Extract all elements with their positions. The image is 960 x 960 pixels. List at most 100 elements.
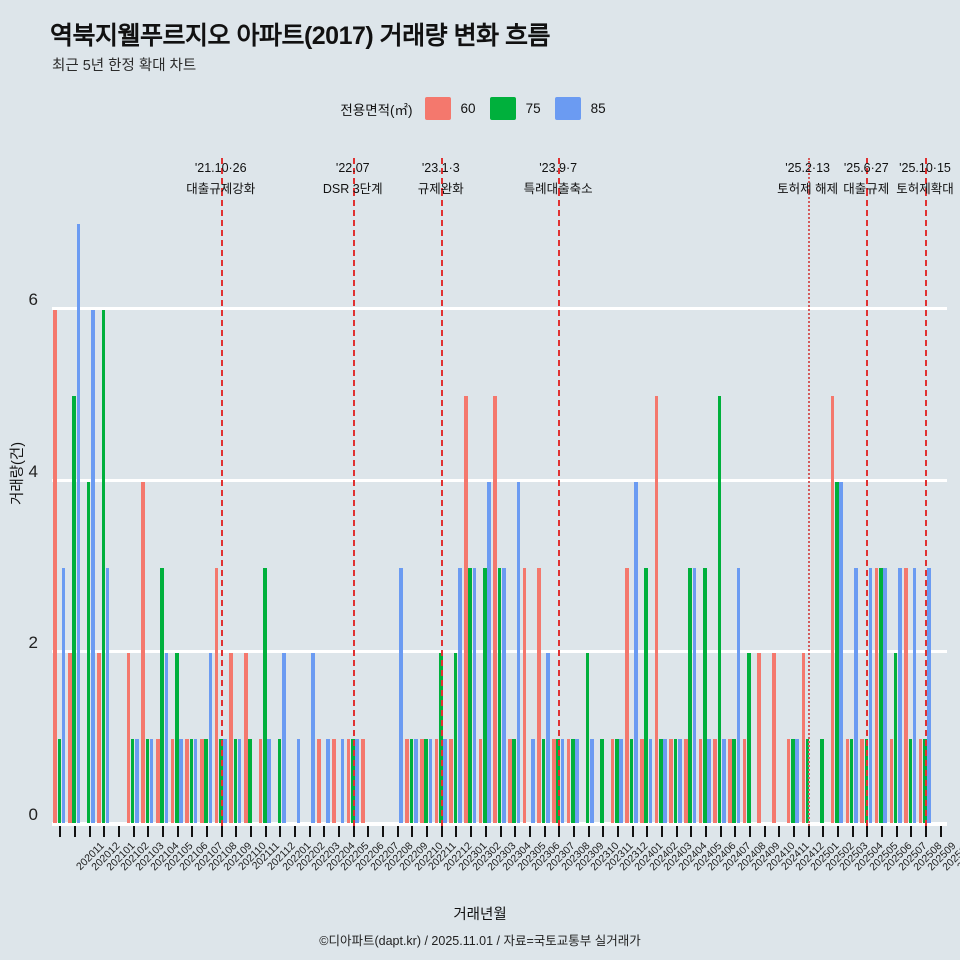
bar-60-202407[interactable] <box>698 739 703 825</box>
bar-75-202212[interactable] <box>424 739 428 825</box>
bar-60-202502[interactable] <box>801 653 806 825</box>
bar-75-202501[interactable] <box>791 739 795 825</box>
bar-85-202203[interactable] <box>296 739 301 825</box>
bar-60-202306[interactable] <box>508 739 512 825</box>
bar-75-202112[interactable] <box>248 739 252 825</box>
bar-85-202303[interactable] <box>472 567 477 825</box>
bar-85-202111[interactable] <box>237 739 242 825</box>
bar-75-202304[interactable] <box>483 567 487 825</box>
bar-60-202207[interactable] <box>346 739 351 825</box>
bar-75-202011[interactable] <box>57 739 62 825</box>
bar-85-202202[interactable] <box>281 653 286 825</box>
bar-60-202205[interactable] <box>317 739 321 825</box>
bar-85-202212[interactable] <box>428 739 433 825</box>
bar-85-202301[interactable] <box>443 739 447 825</box>
bar-85-202210[interactable] <box>399 567 403 825</box>
bar-75-202201[interactable] <box>262 567 267 825</box>
bar-75-202312[interactable] <box>600 739 604 825</box>
bar-75-202503[interactable] <box>820 739 825 825</box>
bar-85-202011[interactable] <box>61 567 66 825</box>
bar-60-202304[interactable] <box>478 739 483 825</box>
bar-60-202406[interactable] <box>684 739 688 825</box>
bar-85-202207[interactable] <box>355 739 359 825</box>
bar-60-202102[interactable] <box>97 653 101 825</box>
bar-75-202406[interactable] <box>688 567 693 825</box>
bar-75-202410[interactable] <box>747 653 751 825</box>
bar-85-202308[interactable] <box>546 653 550 825</box>
bar-85-202505[interactable] <box>854 567 858 825</box>
bar-60-202012[interactable] <box>67 653 72 825</box>
bar-60-202305[interactable] <box>493 395 497 825</box>
bar-85-202504[interactable] <box>839 481 844 825</box>
bar-75-202508[interactable] <box>893 653 898 825</box>
bar-75-202405[interactable] <box>673 739 678 825</box>
bar-75-202509[interactable] <box>908 739 913 825</box>
bar-60-202401[interactable] <box>610 739 615 825</box>
bar-85-202204[interactable] <box>311 653 315 825</box>
bar-75-202308[interactable] <box>541 739 546 825</box>
legend-item-85[interactable]: 85 <box>554 97 606 120</box>
bar-85-202404[interactable] <box>663 739 667 825</box>
bar-75-202303[interactable] <box>468 567 472 825</box>
bar-85-202401[interactable] <box>619 739 623 825</box>
bar-85-202104[interactable] <box>135 739 139 825</box>
bar-85-202307[interactable] <box>531 739 535 825</box>
bar-60-202506[interactable] <box>860 739 864 825</box>
bar-60-202107[interactable] <box>170 739 175 825</box>
bar-60-202302[interactable] <box>449 739 453 825</box>
legend-item-60[interactable]: 60 <box>424 97 476 120</box>
bar-60-202111[interactable] <box>229 653 233 825</box>
bar-75-202108[interactable] <box>189 739 194 825</box>
bar-75-202012[interactable] <box>72 395 76 825</box>
bar-60-202411[interactable] <box>757 653 762 825</box>
bar-60-202410[interactable] <box>742 739 747 825</box>
bar-85-202509[interactable] <box>912 567 917 825</box>
bar-85-202206[interactable] <box>340 739 345 825</box>
bar-75-202309[interactable] <box>556 739 560 825</box>
bar-60-202504[interactable] <box>830 395 835 825</box>
bar-85-202205[interactable] <box>325 739 330 825</box>
bar-60-202106[interactable] <box>155 739 160 825</box>
bar-85-202306[interactable] <box>516 481 521 825</box>
bar-60-202509[interactable] <box>904 567 908 825</box>
bar-75-202311[interactable] <box>585 653 590 825</box>
bar-85-202109[interactable] <box>208 653 213 825</box>
bar-60-202301[interactable] <box>434 739 439 825</box>
bar-85-202311[interactable] <box>590 739 594 825</box>
bar-60-202110[interactable] <box>214 567 219 825</box>
bar-75-202306[interactable] <box>512 739 516 825</box>
bar-85-202108[interactable] <box>193 739 198 825</box>
bar-60-202505[interactable] <box>845 739 850 825</box>
bar-60-202108[interactable] <box>185 739 189 825</box>
bar-85-202507[interactable] <box>883 567 888 825</box>
bar-75-202404[interactable] <box>659 739 663 825</box>
bar-75-202107[interactable] <box>174 653 179 825</box>
bar-75-202408[interactable] <box>717 395 722 825</box>
bar-75-202105[interactable] <box>145 739 150 825</box>
bar-75-202310[interactable] <box>571 739 575 825</box>
bar-60-202404[interactable] <box>654 395 659 825</box>
bar-85-202110[interactable] <box>223 739 227 825</box>
bar-85-202402[interactable] <box>634 481 638 825</box>
bar-60-202309[interactable] <box>552 739 556 825</box>
bar-85-202101[interactable] <box>91 310 95 825</box>
bar-75-202111[interactable] <box>233 739 238 825</box>
bar-85-202102[interactable] <box>105 567 110 825</box>
bar-85-202201[interactable] <box>267 739 271 825</box>
bar-75-202211[interactable] <box>409 739 414 825</box>
bar-85-202406[interactable] <box>692 567 697 825</box>
bar-85-202405[interactable] <box>678 739 682 825</box>
bar-75-202102[interactable] <box>101 310 106 825</box>
bar-60-202201[interactable] <box>258 739 263 825</box>
bar-60-202212[interactable] <box>420 739 424 825</box>
bar-60-202109[interactable] <box>199 739 204 825</box>
bar-60-202412[interactable] <box>772 653 776 825</box>
bar-60-202402[interactable] <box>625 567 630 825</box>
bar-75-202106[interactable] <box>160 567 164 825</box>
bar-60-202501[interactable] <box>786 739 791 825</box>
bar-75-202401[interactable] <box>615 739 619 825</box>
bar-85-202107[interactable] <box>179 739 183 825</box>
bar-75-202109[interactable] <box>204 739 208 825</box>
bar-85-202508[interactable] <box>898 567 902 825</box>
bar-85-202409[interactable] <box>736 567 741 825</box>
